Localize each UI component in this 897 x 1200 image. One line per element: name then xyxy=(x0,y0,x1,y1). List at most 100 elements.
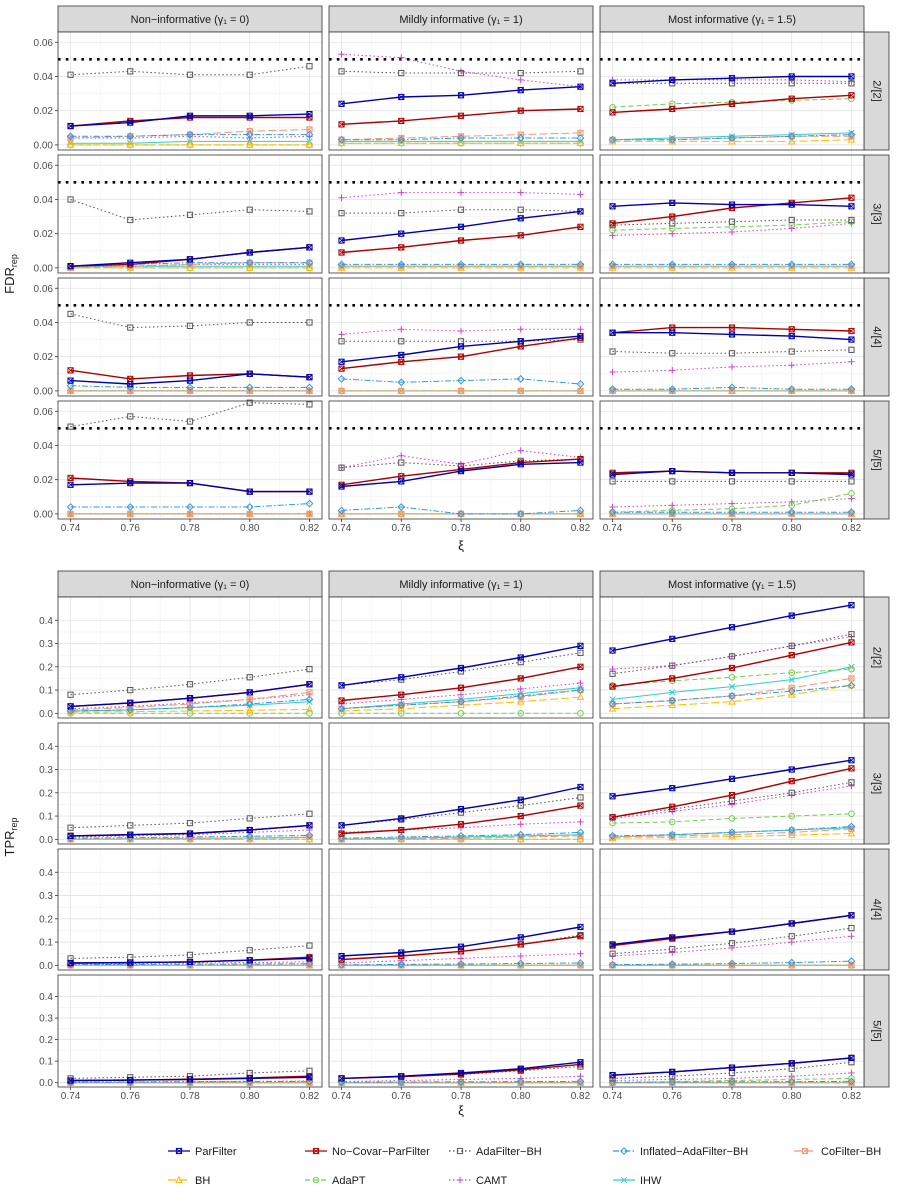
data-point xyxy=(186,681,194,688)
data-point-x xyxy=(458,343,464,350)
x-tick-label: 0.80 xyxy=(511,1091,531,1102)
data-point xyxy=(338,100,345,107)
data-point xyxy=(245,263,254,271)
data-point xyxy=(847,681,856,689)
data-point xyxy=(66,381,75,390)
data-point xyxy=(457,943,465,950)
data-point xyxy=(306,208,313,215)
data-point xyxy=(397,1078,406,1086)
data-point xyxy=(397,138,406,147)
legend-item: AdaFilter−BH xyxy=(449,1146,542,1158)
series-line xyxy=(612,826,852,837)
data-point xyxy=(847,1077,856,1086)
x-tick-label: 0.76 xyxy=(121,523,141,534)
data-point xyxy=(306,689,313,696)
data-point xyxy=(517,69,524,77)
data-point xyxy=(609,471,616,478)
panel-border xyxy=(599,31,865,151)
data-point xyxy=(517,1065,524,1072)
row-strip-label: 5/[5] xyxy=(871,1020,883,1041)
series-adafilter-bh xyxy=(609,925,855,957)
data-point-x xyxy=(187,830,193,837)
data-point xyxy=(669,510,676,517)
data-point xyxy=(788,333,795,340)
series-camt xyxy=(338,51,584,90)
data-point xyxy=(728,508,736,517)
data-point-x xyxy=(517,796,524,803)
y-tick-label: 0.3 xyxy=(39,1014,53,1025)
data-point-x xyxy=(729,469,735,476)
series-line xyxy=(341,797,581,826)
data-point-x xyxy=(517,87,524,94)
data-point-x xyxy=(669,785,676,792)
series-inflated-adafilter-bh xyxy=(337,260,585,269)
data-point-x xyxy=(306,681,313,688)
x-axis-label: ξ xyxy=(458,538,464,553)
data-point xyxy=(338,358,345,365)
y-tick-label: 0.2 xyxy=(39,788,53,799)
legend-swatch-marker xyxy=(801,1147,809,1155)
data-point-x xyxy=(848,73,855,80)
panel-border xyxy=(57,31,323,151)
data-point xyxy=(788,676,795,683)
data-point xyxy=(788,642,795,649)
data-point-x xyxy=(306,244,313,251)
data-point xyxy=(397,710,405,717)
data-point xyxy=(847,385,856,394)
data-point xyxy=(787,1077,796,1086)
data-point xyxy=(787,260,796,269)
data-point-x xyxy=(577,933,584,940)
legend-swatch-marker xyxy=(312,1176,320,1184)
legend-label: BH xyxy=(195,1175,210,1187)
data-point xyxy=(517,833,524,841)
data-point xyxy=(609,220,616,227)
data-point xyxy=(398,674,405,681)
data-point xyxy=(305,695,314,704)
data-point xyxy=(516,1077,525,1086)
data-point-x xyxy=(306,1079,313,1086)
data-point xyxy=(576,138,585,147)
data-point-x xyxy=(848,1055,855,1061)
data-point xyxy=(338,68,345,75)
data-point xyxy=(338,338,345,345)
data-point xyxy=(577,456,584,463)
data-point xyxy=(517,263,524,270)
series-camt xyxy=(338,326,584,338)
legend-swatch-marker xyxy=(175,1175,183,1183)
data-point-x xyxy=(458,835,464,842)
data-point xyxy=(787,508,796,517)
series-parfilter xyxy=(609,199,855,210)
data-point xyxy=(608,704,617,712)
y-tick-label: 0.1 xyxy=(39,1057,53,1068)
data-point xyxy=(67,134,74,142)
panel xyxy=(599,722,865,845)
x-tick-label: 0.74 xyxy=(332,1091,352,1102)
data-point-x xyxy=(609,814,616,821)
data-point xyxy=(848,490,855,497)
data-point xyxy=(338,263,345,270)
data-point-x xyxy=(788,920,795,927)
data-point xyxy=(246,319,253,326)
data-point xyxy=(669,329,676,336)
x-tick-label: 0.78 xyxy=(451,523,471,534)
data-point xyxy=(457,263,465,270)
data-point xyxy=(67,959,74,967)
data-point xyxy=(576,134,585,142)
data-point-x xyxy=(788,95,795,102)
data-point xyxy=(305,831,314,840)
data-point-x xyxy=(517,387,524,394)
data-point xyxy=(788,80,795,87)
data-point xyxy=(728,510,736,517)
data-point-x xyxy=(577,208,584,215)
data-point xyxy=(516,134,525,142)
data-point xyxy=(848,757,855,764)
data-point-x xyxy=(577,333,584,340)
series-inflated-adafilter-bh xyxy=(337,828,585,843)
data-point xyxy=(788,652,795,659)
series-line xyxy=(70,698,310,712)
data-point xyxy=(788,225,795,232)
data-point xyxy=(516,959,525,968)
column-strip xyxy=(328,570,594,598)
data-point xyxy=(246,488,253,495)
column-strip xyxy=(57,570,323,598)
